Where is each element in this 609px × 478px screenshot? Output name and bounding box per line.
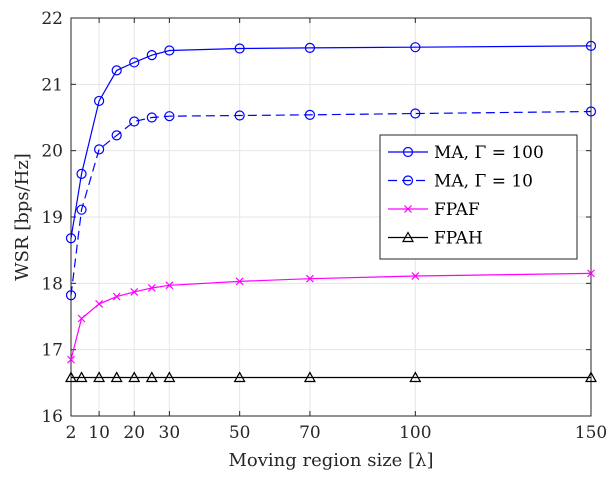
data-point-circle	[111, 65, 122, 76]
series-line	[70, 45, 592, 239]
series-1	[65, 106, 597, 301]
data-point-circle	[164, 45, 175, 56]
legend-box	[379, 134, 578, 260]
data-point-triangle	[145, 371, 158, 383]
data-point-circle	[65, 290, 77, 301]
data-point-circle	[94, 144, 105, 155]
data-point-circle	[585, 106, 597, 117]
data-point-triangle	[233, 371, 246, 383]
legend-label: MA, Γ = 10	[434, 172, 533, 192]
data-point-cross	[305, 274, 314, 283]
data-point-triangle	[163, 371, 176, 383]
legend-label: FPAH	[434, 229, 483, 249]
x-tick-label: 70	[299, 423, 321, 443]
data-point-triangle	[75, 371, 88, 383]
data-point-triangle	[303, 371, 316, 383]
y-tick-label: 21	[41, 75, 63, 95]
data-point-circle	[234, 110, 245, 121]
y-axis-title: WSR [bps/Hz]	[12, 153, 33, 281]
y-tick-label: 18	[41, 274, 63, 294]
data-point-circle	[146, 50, 157, 61]
cross-stroke	[67, 355, 75, 364]
series-2	[67, 269, 595, 364]
series-line	[70, 110, 592, 296]
x-tick-label: 100	[399, 423, 431, 443]
data-point-circle	[94, 95, 105, 107]
legend-entry: FPAF	[388, 200, 480, 220]
cross-stroke	[112, 292, 121, 301]
data-point-cross	[67, 355, 75, 364]
y-tick-label: 16	[41, 407, 63, 427]
data-point-cross	[95, 299, 104, 308]
data-point-cross	[587, 269, 595, 278]
legend-label: MA, Γ = 100	[434, 143, 544, 163]
data-point-circle	[76, 204, 87, 215]
cross-stroke	[411, 272, 420, 280]
data-point-cross	[130, 288, 139, 296]
data-point-triangle	[110, 371, 123, 383]
legend-entry: MA, Γ = 100	[388, 143, 544, 163]
series-3	[64, 371, 598, 383]
data-point-circle	[146, 112, 157, 123]
data-point-cross	[112, 292, 121, 301]
data-point-triangle	[409, 371, 422, 383]
data-point-circle	[76, 168, 87, 179]
data-point-circle	[410, 42, 421, 53]
data-point-cross	[411, 272, 420, 280]
legend-entry: FPAH	[388, 229, 483, 249]
x-tick-label: 50	[229, 423, 251, 443]
data-point-circle	[164, 111, 175, 122]
cross-stroke	[587, 269, 595, 278]
data-point-cross	[77, 314, 86, 323]
x-axis-title: Moving region size [λ]	[228, 450, 433, 471]
data-point-circle	[304, 42, 316, 53]
y-tick-label: 19	[41, 208, 63, 228]
data-point-circle	[402, 175, 414, 186]
cross-stroke	[404, 205, 412, 213]
data-point-cross	[147, 284, 156, 292]
axis-ticks: 2 10 20 30 50 70 100 150 16 17 18 19 20 21 22	[41, 9, 607, 443]
cross-stroke	[235, 277, 244, 286]
x-tick-label: 10	[88, 423, 110, 443]
x-tick-label: 150	[575, 423, 607, 443]
data-point-circle	[65, 233, 77, 244]
x-tick-label: 30	[159, 423, 181, 443]
data-point-circle	[304, 109, 316, 120]
cross-stroke	[130, 288, 139, 296]
x-tick-label: 2	[66, 423, 77, 443]
legend-label: FPAF	[434, 200, 480, 220]
data-point-circle	[402, 146, 414, 158]
cross-stroke	[77, 314, 86, 323]
data-point-triangle	[64, 371, 78, 383]
legend: MA, Γ = 100 MA, Γ = 10 FPAF FPAH	[379, 134, 578, 260]
data-point-cross	[165, 281, 174, 290]
cross-stroke	[165, 281, 174, 290]
data-point-cross	[404, 205, 412, 213]
y-tick-label: 22	[41, 9, 63, 29]
series-layer	[64, 40, 598, 383]
data-point-circle	[410, 108, 421, 119]
data-point-triangle	[584, 371, 598, 383]
cross-stroke	[147, 284, 156, 292]
data-point-circle	[129, 116, 140, 127]
y-tick-label: 20	[41, 142, 63, 162]
series-0	[65, 40, 597, 244]
cross-stroke	[95, 299, 104, 308]
data-point-circle	[111, 130, 122, 141]
data-point-circle	[129, 57, 140, 68]
data-point-circle	[234, 43, 245, 54]
data-point-cross	[235, 277, 244, 286]
data-point-triangle	[93, 371, 106, 383]
y-tick-label: 17	[41, 341, 63, 361]
data-point-circle	[585, 40, 597, 51]
data-point-triangle	[128, 371, 141, 383]
legend-entry: MA, Γ = 10	[388, 172, 533, 192]
cross-stroke	[305, 274, 314, 283]
x-tick-label: 20	[123, 423, 145, 443]
data-point-triangle	[401, 231, 415, 243]
